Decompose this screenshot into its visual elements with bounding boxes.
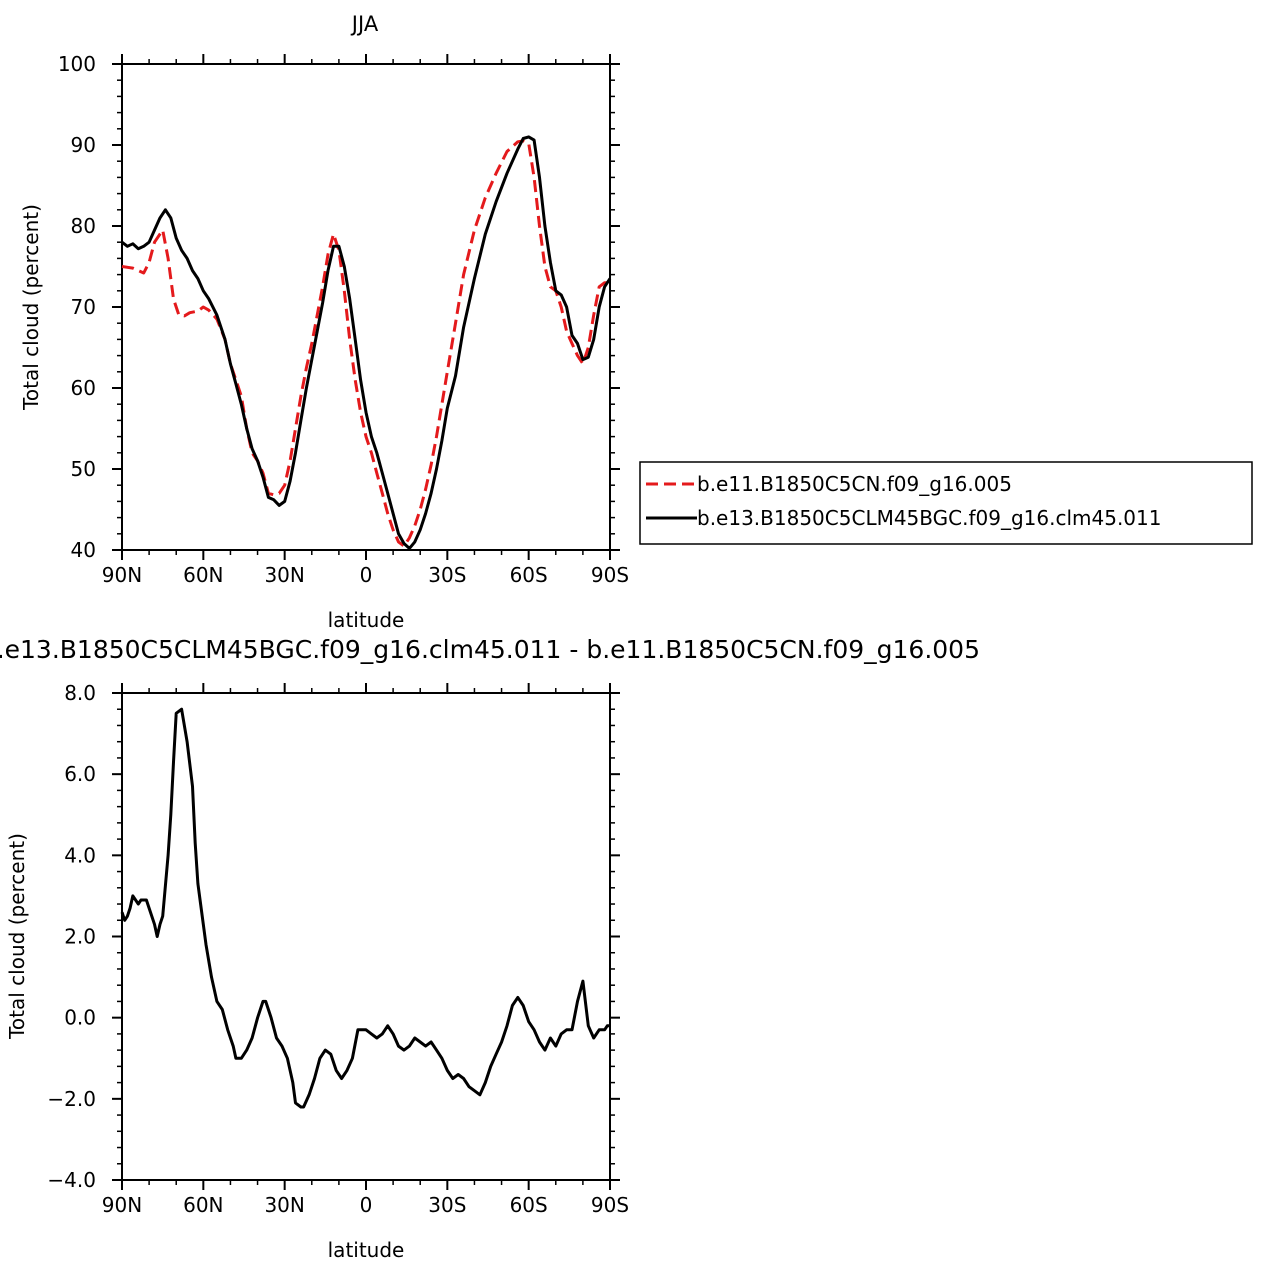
series-line-1 — [120, 707, 610, 1109]
x-tick-label: 60S — [510, 1193, 548, 1217]
legend-label-series-1: b.e11.B1850C5CN.f09_g16.005 — [697, 472, 1012, 496]
x-tick-label: 90S — [591, 1193, 629, 1217]
x-tick-label: 30N — [264, 1193, 304, 1217]
top-x-axis-label: latitude — [328, 608, 405, 632]
legend-box — [639, 461, 1253, 545]
legend-label-series-2: b.e13.B1850C5CLM45BGC.f09_g16.clm45.011 — [697, 506, 1161, 530]
x-tick-label: 0 — [360, 563, 373, 587]
y-tick-label: 8.0 — [64, 681, 96, 705]
bottom-chart-title: b.e13.B1850C5CLM45BGC.f09_g16.clm45.011 … — [0, 635, 980, 664]
series-line-2 — [121, 135, 612, 550]
top-y-axis-label: Total cloud (percent) — [19, 204, 43, 411]
bottom-y-axis-label: Total cloud (percent) — [5, 833, 29, 1040]
y-tick-label: 6.0 — [64, 762, 96, 786]
y-tick-label: 100 — [58, 52, 96, 76]
x-tick-label: 30S — [428, 1193, 466, 1217]
x-tick-label: 60S — [510, 563, 548, 587]
x-tick-label: 90N — [102, 1193, 142, 1217]
x-tick-label: 0 — [360, 1193, 373, 1217]
x-tick-label: 90N — [102, 563, 142, 587]
bottom-axis-ticks: 90N 60N 30N 0 30S 60S 90S −4.0 −2.0 0.0 2.0 4.0 6.0 8… — [47, 681, 629, 1217]
y-tick-label: −4.0 — [47, 1168, 96, 1192]
y-tick-label: 70 — [71, 295, 96, 319]
y-tick-label: 50 — [71, 457, 96, 481]
top-series-lines — [121, 135, 612, 550]
y-tick-label: 2.0 — [64, 925, 96, 949]
y-tick-label: 4.0 — [64, 843, 96, 867]
x-tick-label: 30N — [264, 563, 304, 587]
bottom-x-axis-label: latitude — [328, 1238, 405, 1262]
y-tick-label: −2.0 — [47, 1087, 96, 1111]
legend: b.e11.B1850C5CN.f09_g16.005 b.e13.B1850C… — [639, 461, 1253, 545]
series-line-1 — [121, 139, 610, 548]
x-tick-label: 60N — [183, 563, 223, 587]
y-tick-label: 80 — [71, 214, 96, 238]
x-tick-label: 60N — [183, 1193, 223, 1217]
top-axis-ticks: 90N 60N 30N 0 30S 60S 90S 40 50 60 70 80 90 100 — [58, 52, 629, 587]
y-tick-label: 40 — [71, 538, 96, 562]
top-chart-title: JJA — [350, 12, 379, 36]
bottom-series-lines — [120, 707, 610, 1109]
top-plot-frame — [121, 63, 611, 551]
y-tick-label: 90 — [71, 133, 96, 157]
y-tick-label: 60 — [71, 376, 96, 400]
y-tick-label: 0.0 — [64, 1006, 96, 1030]
bottom-plot-frame — [121, 692, 611, 1181]
x-tick-label: 30S — [428, 563, 466, 587]
x-tick-label: 90S — [591, 563, 629, 587]
